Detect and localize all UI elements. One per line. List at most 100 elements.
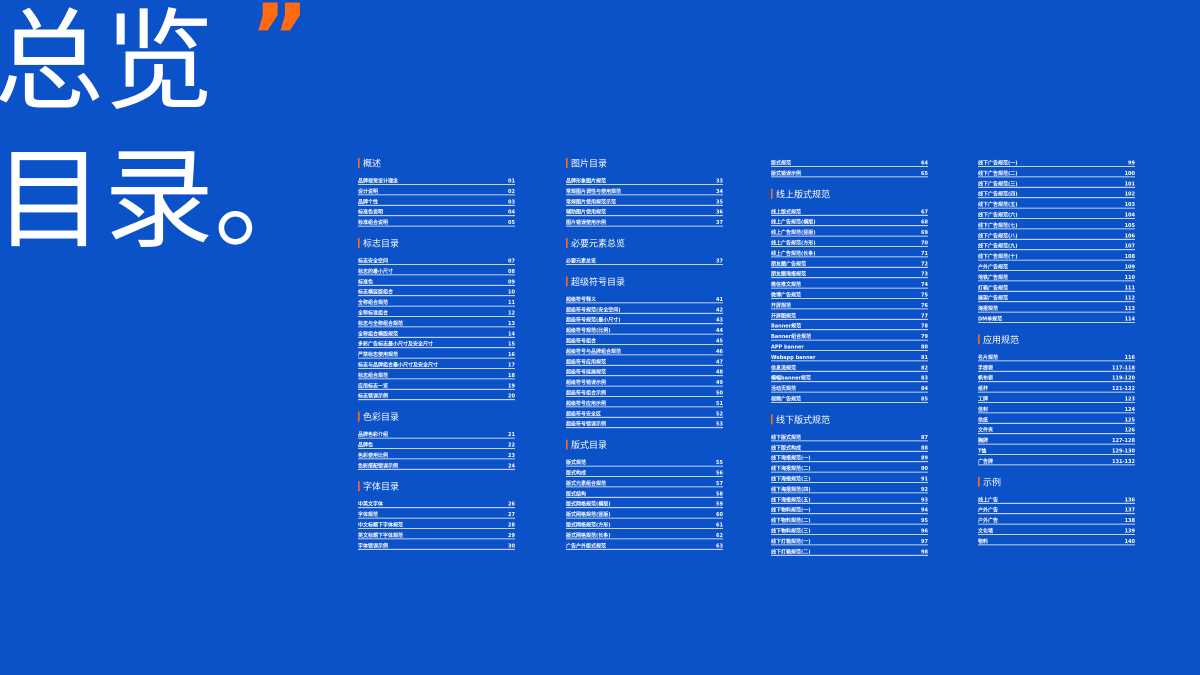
- entry-page: 65: [921, 171, 928, 177]
- entry-label: 超级符号组合示例: [565, 390, 606, 397]
- entry-label: 标志安全空间: [357, 258, 388, 265]
- entry-page: 74: [921, 282, 928, 288]
- entry-label: 线下海报规范(一): [771, 455, 811, 462]
- title-line1: 总览: [0, 0, 214, 126]
- entry-page: 23: [508, 453, 515, 459]
- entry-label: 线下广告规范(十): [978, 253, 1018, 260]
- entry-label: 版式错误示例: [771, 170, 801, 177]
- entry-page: 107: [1125, 244, 1136, 250]
- entry-page: 55: [716, 460, 723, 466]
- entry-label: Webapp banner: [771, 355, 816, 361]
- entry-label: 超级符号组合: [565, 338, 597, 345]
- entry-label: 展架广告规范: [977, 295, 1008, 302]
- entry-label: 信封: [978, 406, 988, 413]
- entry-label: 超级符号应用示例: [565, 400, 606, 407]
- entry-page: 60: [716, 512, 723, 518]
- entry-page: 88: [921, 445, 928, 451]
- section-heading: 线上版式规范: [776, 188, 830, 200]
- entry-label: 线下海报规范(四): [771, 486, 811, 493]
- heading-bar: [771, 188, 773, 199]
- entry-page: 102: [1125, 192, 1136, 198]
- entry-page: 41: [716, 297, 723, 303]
- entry-page: 47: [716, 359, 723, 365]
- entry-page: 116: [1125, 355, 1136, 361]
- entry-label: 线下物料规范(二): [771, 517, 811, 524]
- entry-label: 品牌形象图片规范: [566, 178, 606, 185]
- quote-mark: ”: [250, 0, 309, 90]
- entry-label: 活动页规范: [771, 385, 796, 392]
- entry-label: 版式网格规范(横版): [566, 501, 611, 508]
- entry-label: 标志的最小尺寸: [357, 268, 393, 275]
- entry-label: 超级符号应用规范: [565, 358, 606, 365]
- entry-page: 43: [716, 318, 723, 324]
- heading-bar: [566, 238, 568, 248]
- entry-page: 90: [921, 466, 928, 472]
- entry-page: 91: [921, 477, 928, 483]
- entry-page: 04: [508, 210, 515, 216]
- entry-page: 110: [1125, 275, 1136, 281]
- entry-label: 胸牌: [978, 437, 988, 444]
- entry-page: 35: [716, 199, 723, 205]
- entry-page: 98: [921, 549, 928, 555]
- entry-label: 标志错误示例: [357, 393, 388, 400]
- entry-label: 色彩使用比例: [358, 452, 388, 459]
- entry-page: 106: [1125, 233, 1136, 239]
- section-heading: 应用规范: [983, 334, 1019, 346]
- entry-label: 品牌视觉设计理念: [358, 178, 398, 185]
- entry-label: 朋友圈海报规范: [770, 271, 806, 278]
- entry-label: 严禁标志使用规范: [357, 351, 398, 358]
- entry-page: 137: [1125, 508, 1136, 514]
- title-line2: 目录。: [0, 136, 324, 264]
- entry-page: 18: [508, 373, 515, 379]
- entry-label: 常规图片调性与使用规范: [566, 188, 621, 195]
- entry-label: 开屏规范: [771, 302, 791, 309]
- entry-page: 89: [921, 456, 928, 462]
- entry-page: 96: [921, 529, 928, 535]
- entry-label: 线下灯箱规范(一): [771, 538, 811, 545]
- entry-label: 线下广告规范(一): [978, 160, 1018, 167]
- entry-label: 中文标题下字体规范: [358, 522, 403, 529]
- entry-page: 63: [716, 543, 723, 549]
- entry-label: 版式网格规范(长条): [566, 532, 611, 539]
- entry-page: 108: [1125, 254, 1136, 260]
- entry-label: 微博广告规范: [770, 292, 801, 299]
- section-heading: 标志目录: [363, 238, 399, 250]
- entry-label: 图片错误使用示例: [566, 219, 606, 226]
- entry-label: 超级符号错误示例: [565, 421, 606, 428]
- entry-page: 03: [508, 199, 515, 205]
- entry-page: 67: [921, 209, 928, 215]
- heading-bar: [566, 439, 568, 450]
- entry-label: 线下版式构成: [771, 444, 801, 451]
- entry-label: 标志与全称组合规范: [357, 320, 403, 327]
- entry-page: 103: [1125, 202, 1136, 208]
- entry-label: 线下广告规范(六): [978, 212, 1018, 219]
- entry-page: 59: [716, 502, 723, 508]
- entry-label: 线上广告规范(竖版): [771, 229, 816, 236]
- entry-page: 114: [1125, 317, 1136, 323]
- entry-label: 线下广告规范(九): [978, 243, 1018, 250]
- entry-label: 超级符号释义: [565, 296, 597, 303]
- entry-page: 37: [716, 259, 723, 265]
- section-heading: 示例: [983, 476, 1001, 488]
- entry-label: 字体错误示例: [358, 542, 388, 549]
- entry-page: 58: [716, 491, 723, 497]
- heading-bar: [771, 414, 773, 425]
- entry-page: 126: [1125, 428, 1136, 434]
- entry-page: 22: [508, 443, 515, 449]
- entry-label: 线下海报规范(二): [771, 465, 811, 472]
- entry-label: 线下灯箱规范(二): [771, 548, 811, 555]
- entry-label: 线下广告规范(三): [978, 180, 1018, 187]
- heading-bar: [358, 411, 360, 422]
- entry-label: 品牌个性: [358, 198, 378, 205]
- entry-page: 129-130: [1112, 449, 1135, 455]
- entry-label: 版式网格规范(方形): [566, 522, 611, 529]
- entry-page: 48: [716, 370, 723, 376]
- entry-label: 标准色: [357, 278, 373, 285]
- entry-label: 全称组合规范: [357, 299, 388, 306]
- entry-label: 线下广告规范(五): [978, 201, 1018, 208]
- entry-label: 线上广告规范(方形): [771, 240, 816, 247]
- entry-page: 29: [508, 533, 515, 539]
- entry-page: 84: [921, 386, 928, 392]
- entry-page: 36: [716, 210, 723, 216]
- entry-page: 79: [921, 334, 928, 340]
